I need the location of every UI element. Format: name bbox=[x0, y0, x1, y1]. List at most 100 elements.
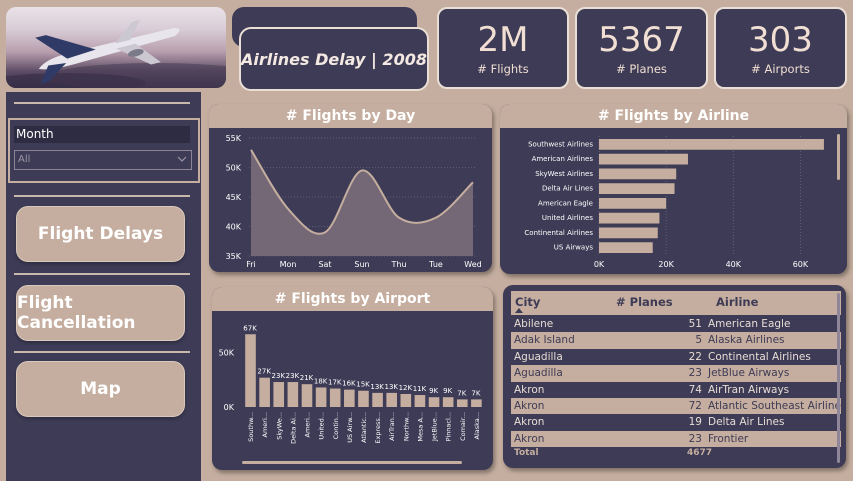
data-label: 7K bbox=[471, 389, 480, 397]
filter-label: Month bbox=[14, 126, 190, 143]
bar bbox=[599, 198, 667, 209]
cell-planes: 74 bbox=[688, 383, 702, 396]
table-row[interactable]: Aguadilla 22 Continental Airlines bbox=[511, 348, 841, 366]
cell-airline: AirTran Airways bbox=[708, 383, 790, 396]
data-label: 27K bbox=[257, 368, 271, 376]
table-scrollbar[interactable] bbox=[837, 293, 840, 463]
bar bbox=[287, 382, 299, 407]
month-dropdown[interactable]: All bbox=[14, 150, 192, 170]
bar bbox=[301, 384, 313, 407]
column-header-airline[interactable]: Airline bbox=[716, 295, 759, 309]
cell-airline: Alaska Airlines bbox=[708, 334, 785, 347]
total-value: 4677 bbox=[687, 448, 713, 458]
table-row[interactable]: Akron 19 Delta Air Lines bbox=[511, 414, 841, 431]
data-label: 9K bbox=[443, 387, 452, 395]
table-row[interactable]: Akron 23 Frontier bbox=[511, 430, 841, 448]
kpi-label: # Planes bbox=[616, 61, 667, 76]
sort-asc-icon bbox=[515, 308, 523, 313]
series-line bbox=[250, 149, 474, 235]
chevron-down-icon bbox=[177, 156, 187, 162]
y-tick-label: US Airways bbox=[554, 244, 594, 252]
cell-planes: 22 bbox=[688, 350, 702, 363]
cell-planes: 23 bbox=[688, 432, 702, 445]
x-tick-label: Comair... bbox=[459, 412, 467, 441]
kpi-value: 303 bbox=[748, 19, 813, 60]
y-tick-label: Southwest Airlines bbox=[528, 140, 593, 148]
table-total-row: Total 4677 bbox=[511, 448, 841, 460]
cell-planes: 23 bbox=[688, 367, 702, 380]
y-tick-label: 0K bbox=[224, 403, 235, 412]
data-label: 17K bbox=[328, 379, 342, 387]
kpi-label: # Flights bbox=[477, 61, 529, 76]
kpi-planes: 5367 # Planes bbox=[575, 7, 708, 89]
y-tick-label: American Airlines bbox=[532, 155, 594, 163]
cell-airline: American Eagle bbox=[708, 318, 791, 330]
x-tick-label: Alaska... bbox=[473, 412, 481, 439]
table-row[interactable]: Akron 72 Atlantic Southeast Airlines bbox=[511, 398, 846, 415]
table-row[interactable]: Aguadilla 23 JetBlue Airways bbox=[511, 365, 841, 382]
chart-title: # Flights by Airline bbox=[500, 104, 847, 128]
cell-airline: Atlantic Southeast Airlines bbox=[708, 400, 847, 412]
page-title: Airlines Delay | 2008 bbox=[239, 27, 429, 91]
bar bbox=[599, 242, 653, 253]
dropdown-value: All bbox=[18, 154, 31, 165]
x-tick-label: Sun bbox=[354, 260, 369, 269]
table-row[interactable]: Akron 74 AirTran Airways bbox=[511, 381, 841, 398]
bar bbox=[273, 382, 285, 407]
column-header-planes[interactable]: # Planes bbox=[616, 295, 673, 309]
x-tick-label: Express... bbox=[374, 412, 382, 444]
bar bbox=[442, 397, 454, 407]
flight-delays-button[interactable]: Flight Delays bbox=[16, 206, 185, 262]
chart-title: # Flights by Day bbox=[209, 104, 492, 128]
x-tick-label: Thu bbox=[390, 260, 406, 269]
bar bbox=[245, 334, 256, 407]
table-row[interactable]: Abilene 51 American Eagle bbox=[511, 316, 841, 333]
y-tick-label: 55K bbox=[226, 134, 242, 143]
kpi-value: 5367 bbox=[598, 19, 685, 60]
data-label: 9K bbox=[429, 387, 438, 395]
sidebar-divider bbox=[14, 273, 190, 275]
data-label: 13K bbox=[370, 383, 384, 391]
bar bbox=[329, 388, 341, 407]
bar bbox=[428, 397, 440, 407]
data-label: 23K bbox=[272, 372, 286, 380]
x-tick-label: United... bbox=[318, 412, 326, 440]
cell-planes: 5 bbox=[695, 334, 702, 347]
flights-by-day-chart: 35K 40K 45K 50K 55K Fri Mon Sat Sun Thu Tue Wed bbox=[226, 134, 482, 269]
bar bbox=[456, 399, 468, 407]
x-tick-label: Wed bbox=[464, 260, 481, 269]
cell-city: Akron bbox=[514, 416, 545, 429]
x-tick-label: Contin... bbox=[332, 412, 340, 439]
flights-by-day-panel: # Flights by Day 35K 40K 45K 50K 55K Fri Mon Sa… bbox=[209, 104, 492, 272]
x-tick-label: Mesa A... bbox=[416, 412, 424, 442]
x-tick-label: Ameri... bbox=[261, 412, 269, 437]
x-tick-label: Sat bbox=[318, 260, 331, 269]
bar bbox=[599, 183, 675, 194]
x-tick-label: AirTran... bbox=[388, 412, 396, 441]
sidebar-divider bbox=[14, 102, 190, 104]
x-tick-label: Tue bbox=[428, 260, 443, 269]
data-label: 15K bbox=[356, 381, 370, 389]
flights-by-airport-panel: # Flights by Airport 0K 50K 67K Southw... 27… bbox=[212, 287, 493, 470]
y-tick-label: American Eagle bbox=[538, 199, 593, 207]
column-header-city[interactable]: City bbox=[515, 295, 541, 309]
cell-airline: Delta Air Lines bbox=[708, 416, 785, 429]
data-label: 67K bbox=[243, 324, 257, 332]
data-label: 16K bbox=[342, 380, 356, 388]
data-label: 13K bbox=[384, 383, 398, 391]
bar bbox=[259, 377, 270, 407]
table-row[interactable]: Adak Island 5 Alaska Airlines bbox=[511, 332, 841, 349]
y-tick-label: SkyWest Airlines bbox=[535, 170, 593, 178]
cell-planes: 72 bbox=[688, 400, 702, 412]
map-button[interactable]: Map bbox=[16, 361, 185, 417]
x-tick-label: 40K bbox=[726, 260, 742, 269]
bar bbox=[386, 392, 397, 407]
cell-city: Aguadilla bbox=[514, 367, 563, 380]
cell-planes: 19 bbox=[688, 416, 702, 429]
x-tick-label: Ameri... bbox=[304, 412, 312, 437]
x-tick-label: US Airw... bbox=[346, 412, 354, 443]
data-label: 18K bbox=[314, 377, 328, 385]
flights-by-airline-panel: # Flights by Airline 0K 20K 40K 60K Southwes… bbox=[500, 104, 847, 274]
flight-cancellation-button[interactable]: Flight Cancellation bbox=[16, 285, 185, 341]
kpi-label: # Airports bbox=[751, 61, 810, 76]
